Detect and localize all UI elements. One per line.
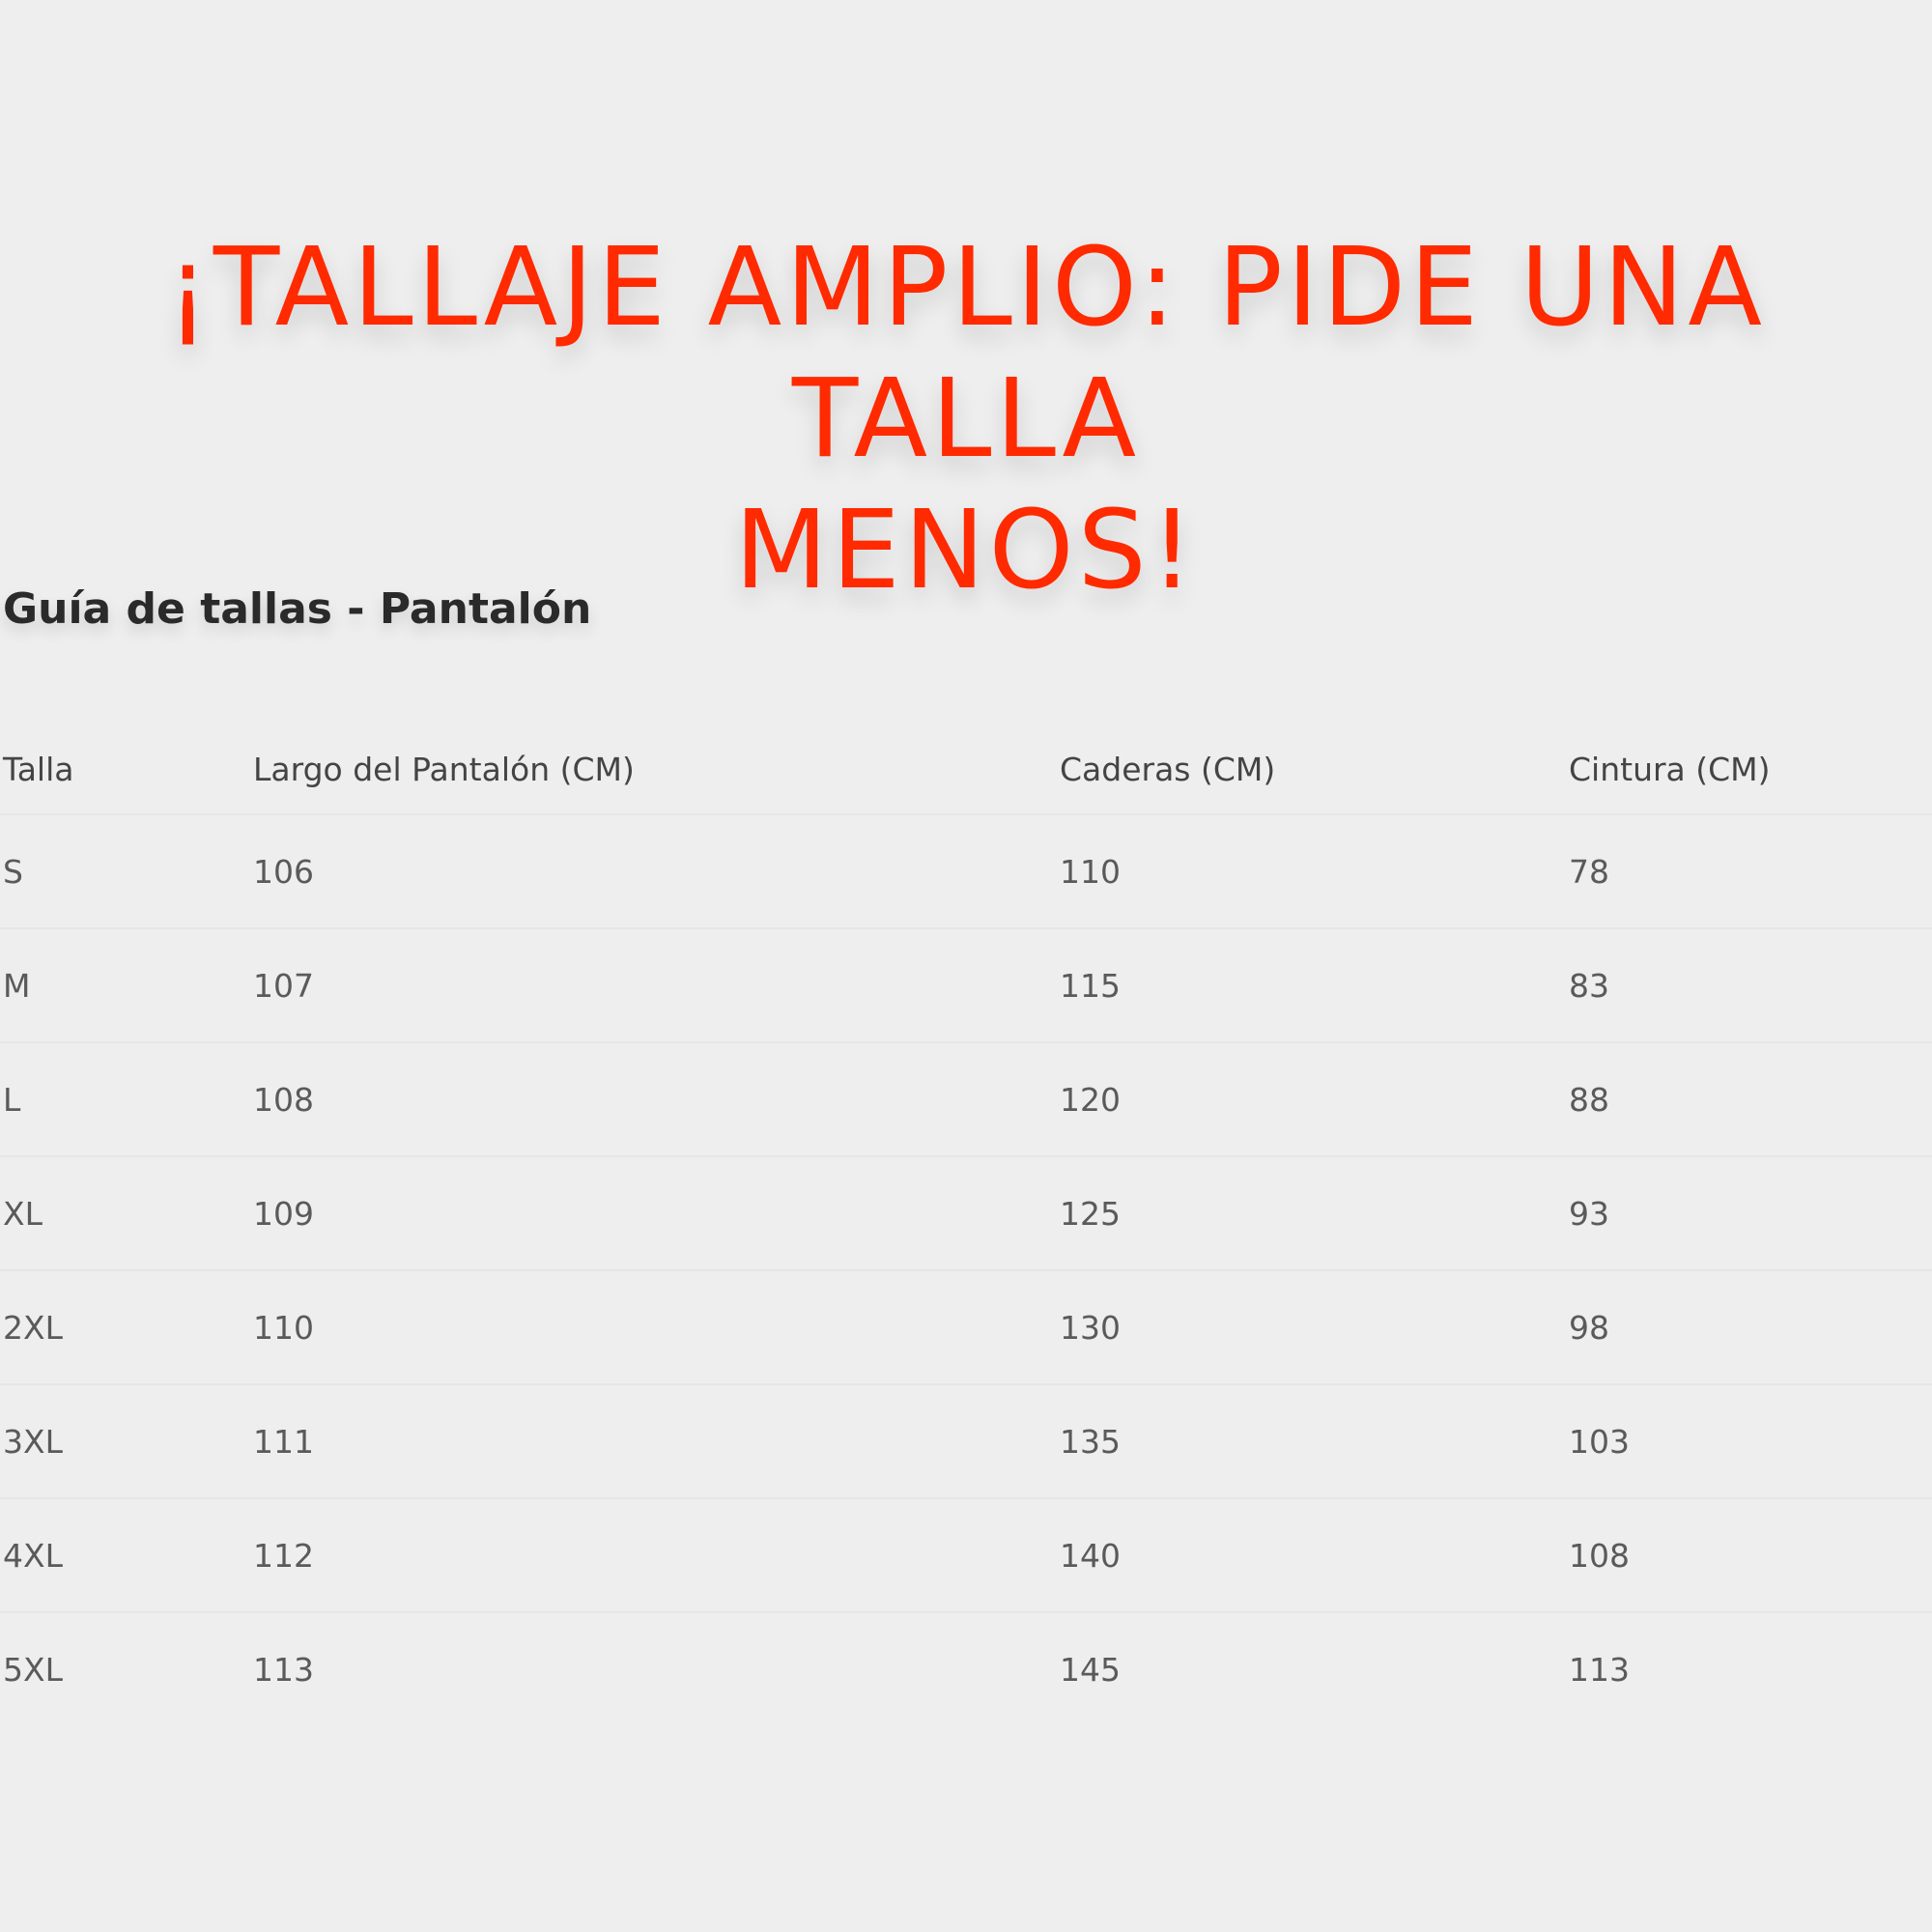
cell-caderas: 125 xyxy=(1060,1156,1569,1271)
cell-cintura: 83 xyxy=(1569,928,1932,1043)
cell-cintura: 78 xyxy=(1569,814,1932,929)
cell-caderas: 120 xyxy=(1060,1042,1569,1157)
table-row: XL 109 125 93 xyxy=(0,1156,1932,1271)
table-row: 5XL 113 145 113 xyxy=(0,1612,1932,1725)
cell-caderas: 135 xyxy=(1060,1384,1569,1499)
size-table: Talla Largo del Pantalón (CM) Caderas (CM)… xyxy=(0,724,1932,1725)
cell-largo: 107 xyxy=(253,928,1060,1043)
cell-talla: 2XL xyxy=(0,1270,253,1385)
column-header-caderas: Caderas (CM) xyxy=(1060,724,1569,815)
cell-largo: 111 xyxy=(253,1384,1060,1499)
column-header-talla: Talla xyxy=(0,724,253,815)
cell-largo: 106 xyxy=(253,814,1060,929)
cell-cintura: 108 xyxy=(1569,1498,1932,1613)
table-row: L 108 120 88 xyxy=(0,1042,1932,1157)
cell-talla: S xyxy=(0,814,253,929)
column-header-largo: Largo del Pantalón (CM) xyxy=(253,724,1060,815)
table-header-row: Talla Largo del Pantalón (CM) Caderas (CM)… xyxy=(0,724,1932,815)
cell-talla: M xyxy=(0,928,253,1043)
column-header-cintura: Cintura (CM) xyxy=(1569,724,1932,815)
cell-talla: XL xyxy=(0,1156,253,1271)
cell-largo: 109 xyxy=(253,1156,1060,1271)
cell-cintura: 103 xyxy=(1569,1384,1932,1499)
cell-caderas: 130 xyxy=(1060,1270,1569,1385)
size-guide-title: Guía de tallas - Pantalón xyxy=(3,584,592,634)
cell-largo: 110 xyxy=(253,1270,1060,1385)
cell-talla: 4XL xyxy=(0,1498,253,1613)
cell-largo: 112 xyxy=(253,1498,1060,1613)
table-row: M 107 115 83 xyxy=(0,928,1932,1043)
cell-cintura: 98 xyxy=(1569,1270,1932,1385)
table-row: 4XL 112 140 108 xyxy=(0,1498,1932,1613)
cell-largo: 108 xyxy=(253,1042,1060,1157)
table-row: 3XL 111 135 103 xyxy=(0,1384,1932,1499)
cell-talla: L xyxy=(0,1042,253,1157)
banner-line-1: ¡TALLAJE AMPLIO: PIDE UNA TALLA xyxy=(166,225,1766,482)
cell-largo: 113 xyxy=(253,1650,314,1689)
cell-caderas: 140 xyxy=(1060,1498,1569,1613)
promo-banner: ¡TALLAJE AMPLIO: PIDE UNA TALLA MENOS! xyxy=(0,222,1932,616)
cell-talla: 3XL xyxy=(0,1384,253,1499)
cell-talla: 5XL xyxy=(3,1650,63,1689)
cell-caderas: 110 xyxy=(1060,814,1569,929)
cell-caderas: 145 xyxy=(1060,1650,1121,1689)
table-row: S 106 110 78 xyxy=(0,814,1932,929)
cell-cintura: 88 xyxy=(1569,1042,1932,1157)
cell-cintura: 93 xyxy=(1569,1156,1932,1271)
table-row: 2XL 110 130 98 xyxy=(0,1270,1932,1385)
banner-line-2: MENOS! xyxy=(734,488,1198,613)
cell-caderas: 115 xyxy=(1060,928,1569,1043)
cell-cintura: 113 xyxy=(1569,1650,1630,1689)
